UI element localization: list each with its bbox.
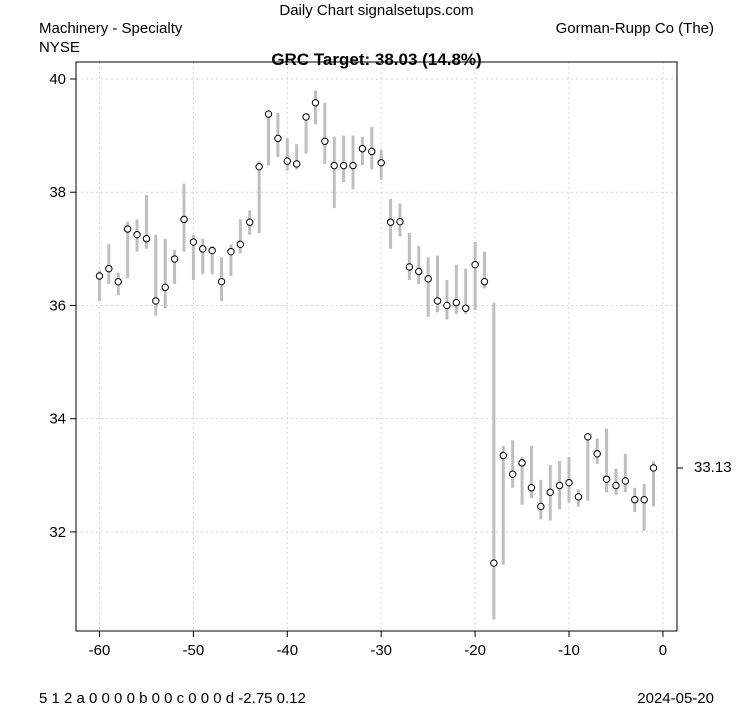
close-point (152, 297, 160, 305)
sector-label: Machinery - Specialty (39, 20, 183, 37)
close-point (339, 161, 348, 170)
x-axis: -60 -50 -40 -30 -20 -10 0 (89, 631, 667, 659)
last-price-marker: 33.13 (677, 459, 732, 476)
close-point (302, 113, 310, 121)
close-point (565, 478, 573, 487)
close-point (180, 215, 188, 224)
x-tick-label: -40 (276, 642, 298, 659)
close-point (368, 147, 376, 156)
footer-codes: 5 1 2 a 0 0 0 0 b 0 0 c 0 0 0 d -2.75 0.… (39, 690, 306, 707)
close-point (527, 484, 536, 492)
x-tick-label: 0 (659, 642, 667, 659)
close-point (123, 225, 132, 233)
close-point (490, 559, 498, 567)
y-tick-label: 32 (49, 524, 66, 541)
close-point (640, 495, 648, 504)
close-point (227, 247, 235, 256)
close-point (612, 481, 620, 490)
range-bars (97, 90, 656, 620)
close-point (349, 161, 357, 170)
close-point (114, 277, 122, 286)
close-point (631, 495, 639, 504)
close-point (217, 277, 226, 286)
site-label: Daily Chart signalsetups.com (279, 2, 474, 19)
close-point (405, 263, 414, 271)
last-price-label: 33.13 (694, 459, 732, 476)
close-point (208, 246, 216, 255)
close-point (170, 255, 179, 263)
close-point (499, 451, 507, 460)
close-point (602, 475, 611, 483)
close-point (377, 159, 385, 167)
close-point (424, 275, 432, 283)
x-tick-label: -30 (370, 642, 392, 659)
close-point (480, 277, 489, 286)
close-point (264, 110, 273, 118)
close-point (321, 137, 329, 145)
close-point (518, 459, 526, 467)
close-point (415, 267, 423, 276)
close-point (358, 144, 367, 153)
y-axis: 32 34 36 38 40 (49, 71, 76, 541)
grid-lines (76, 62, 677, 631)
close-point (133, 230, 141, 239)
close-point (462, 304, 470, 312)
close-point (199, 245, 207, 253)
close-point (274, 134, 282, 143)
close-point (161, 283, 169, 292)
close-point (283, 157, 291, 165)
close-point (246, 218, 254, 226)
exchange-label: NYSE (39, 39, 80, 56)
close-point (95, 272, 104, 280)
close-point (311, 99, 320, 107)
x-tick-label: -20 (464, 642, 486, 659)
close-point (105, 264, 113, 273)
close-point (555, 481, 564, 490)
y-tick-label: 34 (49, 411, 66, 428)
x-tick-label: -10 (558, 642, 580, 659)
x-tick-label: -60 (89, 642, 111, 659)
company-label: Gorman-Rupp Co (The) (555, 20, 714, 37)
close-point (649, 464, 658, 472)
close-point (621, 477, 630, 485)
close-point (396, 217, 404, 226)
close-point (142, 234, 151, 243)
close-point (574, 493, 583, 501)
close-point (452, 298, 461, 307)
y-tick-label: 36 (49, 297, 66, 314)
close-point (443, 301, 451, 310)
y-tick-label: 38 (49, 184, 66, 201)
close-point (471, 260, 479, 269)
close-point (546, 488, 554, 496)
y-tick-label: 40 (49, 71, 66, 88)
close-point (433, 297, 442, 305)
close-point (386, 218, 395, 226)
close-point (537, 502, 545, 511)
plot-frame (75, 61, 678, 632)
close-point (292, 160, 301, 168)
close-point (584, 433, 592, 441)
close-point (330, 161, 338, 170)
close-point (255, 163, 263, 171)
chart-title: GRC Target: 38.03 (14.8%) (271, 50, 482, 69)
close-point (189, 238, 198, 246)
footer-date: 2024-05-20 (637, 690, 714, 707)
x-tick-label: -50 (183, 642, 205, 659)
close-point (593, 450, 601, 458)
close-point (236, 240, 245, 249)
close-point (508, 470, 517, 478)
close-points (95, 99, 658, 567)
